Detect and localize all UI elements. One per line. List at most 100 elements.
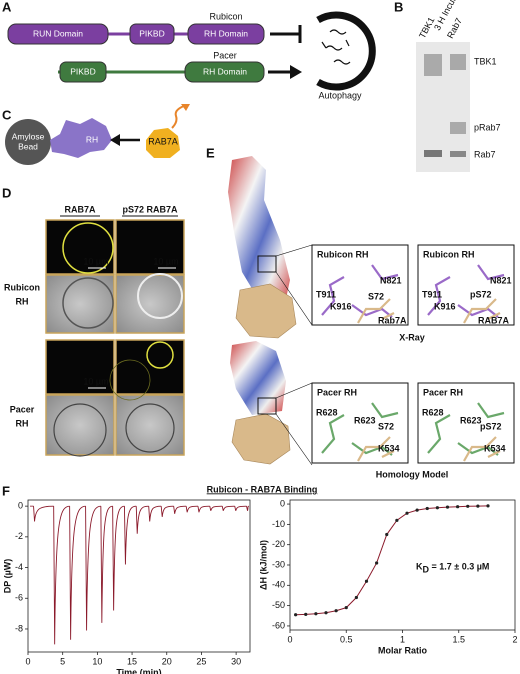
domain-label: RH Domain: [204, 28, 248, 38]
sticks: [427, 264, 505, 318]
column-label: RAB7A: [64, 204, 96, 214]
y-tick-label: -40: [272, 580, 285, 590]
band-label: pRab7: [474, 122, 501, 132]
vesicle-ring: [146, 341, 174, 369]
residue-label: K534: [484, 443, 506, 453]
band: [450, 122, 466, 134]
annotation-part: D: [423, 565, 430, 575]
injection-peak: [173, 505, 187, 514]
y-tick-label: -60: [272, 620, 285, 630]
injection-peak: [197, 505, 210, 513]
sticks: [463, 436, 501, 462]
residue-label: R623: [354, 415, 376, 425]
row-label: RH: [16, 418, 29, 428]
protein-name: Pacer: [213, 50, 237, 60]
scale-label: 10 µm: [83, 256, 108, 266]
residue-label: N821: [380, 275, 402, 285]
inset: Rubicon RH T911 K916 N821 S72 Rab7A: [311, 244, 409, 326]
bead-label: Amylose: [12, 131, 45, 141]
image: [115, 219, 185, 275]
injection-peak: [234, 505, 247, 511]
image: [115, 274, 185, 334]
residue-label: N821: [490, 275, 512, 285]
domain-label: PIKBD: [70, 66, 96, 76]
panel-label: B: [394, 0, 403, 14]
data-point: [476, 504, 480, 508]
vesicle-ring: [109, 359, 151, 401]
x-tick-label: 20: [162, 656, 172, 666]
y-tick-label: -10: [272, 519, 285, 529]
residue-label: T911: [316, 289, 336, 299]
data-point: [456, 505, 460, 509]
band: [450, 54, 466, 70]
data-point: [294, 613, 298, 617]
injection-peak: [209, 505, 223, 511]
squiggle: [171, 105, 185, 129]
surface: [228, 156, 290, 308]
y-tick-label: -2: [15, 531, 23, 541]
residue-label: R628: [422, 407, 444, 417]
data-point: [385, 532, 389, 537]
panel-title: Rubicon - RAB7A Binding: [207, 484, 318, 494]
y-tick-label: -6: [15, 593, 23, 603]
inset-title: Pacer RH: [423, 387, 463, 397]
residue-label: K534: [378, 443, 400, 453]
x-tick-label: 10: [92, 656, 102, 666]
x-tick-label: 5: [60, 656, 65, 666]
rab7a-protein: [146, 128, 180, 158]
annotation-part: K: [416, 562, 423, 572]
residue-label: S72: [378, 421, 394, 431]
inset-title: Pacer RH: [317, 387, 357, 397]
data-point: [445, 505, 450, 509]
annotation: KD = 1.7 ± 0.3 µM: [416, 562, 489, 575]
y-tick-label: -8: [15, 623, 23, 633]
autophagosome: [316, 11, 376, 91]
arrow-head: [110, 134, 120, 146]
injection-peak: [85, 505, 101, 631]
sticks: [427, 402, 505, 456]
injection-peak: [33, 505, 54, 522]
band: [450, 151, 466, 157]
vesicle: [62, 277, 114, 329]
inset-title: Rubicon RH: [317, 249, 369, 259]
data-point: [486, 504, 490, 508]
panel-label: E: [206, 145, 215, 160]
rab7a-cartoon: [235, 283, 297, 339]
injection-peak: [221, 505, 235, 511]
y-axis-label: DP (µW): [2, 559, 12, 594]
rh-protein: [50, 118, 112, 158]
y-axis-label: ΔH (kJ/mol): [258, 540, 268, 590]
y-tick-label: -20: [272, 539, 285, 549]
data-point: [304, 612, 308, 616]
image: [45, 219, 115, 275]
x-tick-label: 0: [287, 634, 292, 644]
data-point: [415, 508, 419, 512]
domain: [187, 23, 265, 45]
panel-label: A: [2, 0, 12, 14]
domain-label: RH Domain: [203, 66, 247, 76]
bead: [5, 119, 51, 165]
scale-label: 10 µm: [153, 256, 178, 266]
scale-label: 10 µm: [83, 376, 108, 386]
column-label: pS72 RAB7A: [122, 204, 178, 214]
sticks: [357, 436, 395, 462]
sticks: [357, 298, 395, 324]
panel-label: F: [2, 483, 10, 498]
injection-peak: [135, 505, 149, 534]
vesicle: [125, 403, 175, 453]
cargo: [321, 29, 351, 65]
residue-label: R628: [316, 407, 338, 417]
band: [424, 150, 442, 157]
data-point: [435, 506, 439, 510]
data-point: [466, 504, 470, 508]
band-label: Rab7: [474, 149, 496, 159]
injection-peak: [185, 505, 198, 513]
injection-peak: [160, 505, 174, 517]
x-tick-label: 0.5: [340, 634, 353, 644]
sticks: [463, 298, 501, 324]
injection-peak: [69, 505, 86, 640]
band-label: TBK1: [474, 56, 497, 66]
fit-line: [295, 505, 489, 616]
caption: Homology Model: [376, 469, 449, 479]
residue-label: S72: [368, 291, 384, 301]
